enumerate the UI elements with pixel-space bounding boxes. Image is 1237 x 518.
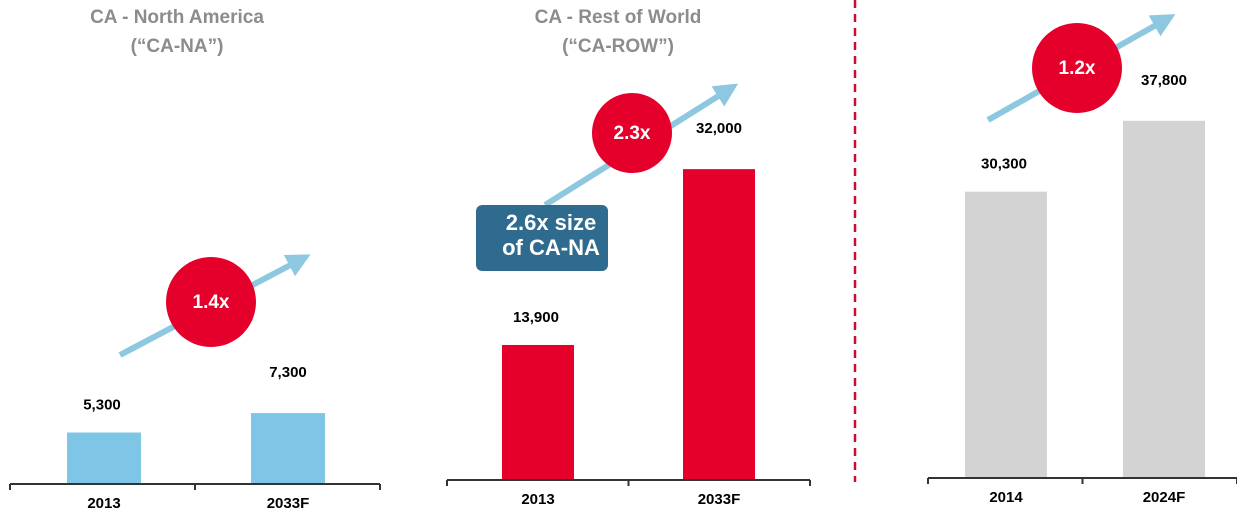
x-tick-label: 2033F: [698, 491, 741, 508]
callout-box: [476, 205, 608, 271]
bar: [965, 191, 1047, 479]
bar: [683, 169, 755, 480]
value-label: 5,300: [83, 396, 121, 413]
value-label: 37,800: [1141, 72, 1187, 89]
growth-label: 2.3x: [614, 123, 651, 144]
x-tick-label: 2013: [521, 491, 554, 508]
growth-label: 1.2x: [1059, 58, 1096, 79]
x-tick-label: 2014: [989, 489, 1023, 506]
bar: [67, 432, 141, 484]
chart-title: CA - Rest of World: [535, 7, 702, 28]
x-tick-label: 2024F: [1143, 489, 1186, 506]
callout-text: 2.6x size: [506, 210, 597, 235]
chart-title: CA - North America: [90, 7, 264, 28]
growth-label: 1.4x: [193, 292, 230, 313]
chart-subtitle: (“CA-ROW”): [562, 36, 674, 57]
x-tick-label: 2013: [87, 495, 120, 512]
value-label: 30,300: [981, 156, 1027, 173]
bar: [251, 413, 325, 484]
growth-badge: [166, 257, 256, 347]
x-tick-label: 2033F: [267, 495, 310, 512]
growth-badge: [1032, 23, 1122, 113]
value-label: 32,000: [696, 120, 742, 137]
bar: [502, 344, 574, 480]
callout-text: of CA-NA: [502, 235, 600, 260]
chart-subtitle: (“CA-NA”): [131, 36, 224, 57]
value-label: 13,900: [513, 309, 559, 326]
value-label: 7,300: [269, 364, 307, 381]
growth-badge: [592, 93, 672, 173]
bar: [1123, 120, 1205, 478]
